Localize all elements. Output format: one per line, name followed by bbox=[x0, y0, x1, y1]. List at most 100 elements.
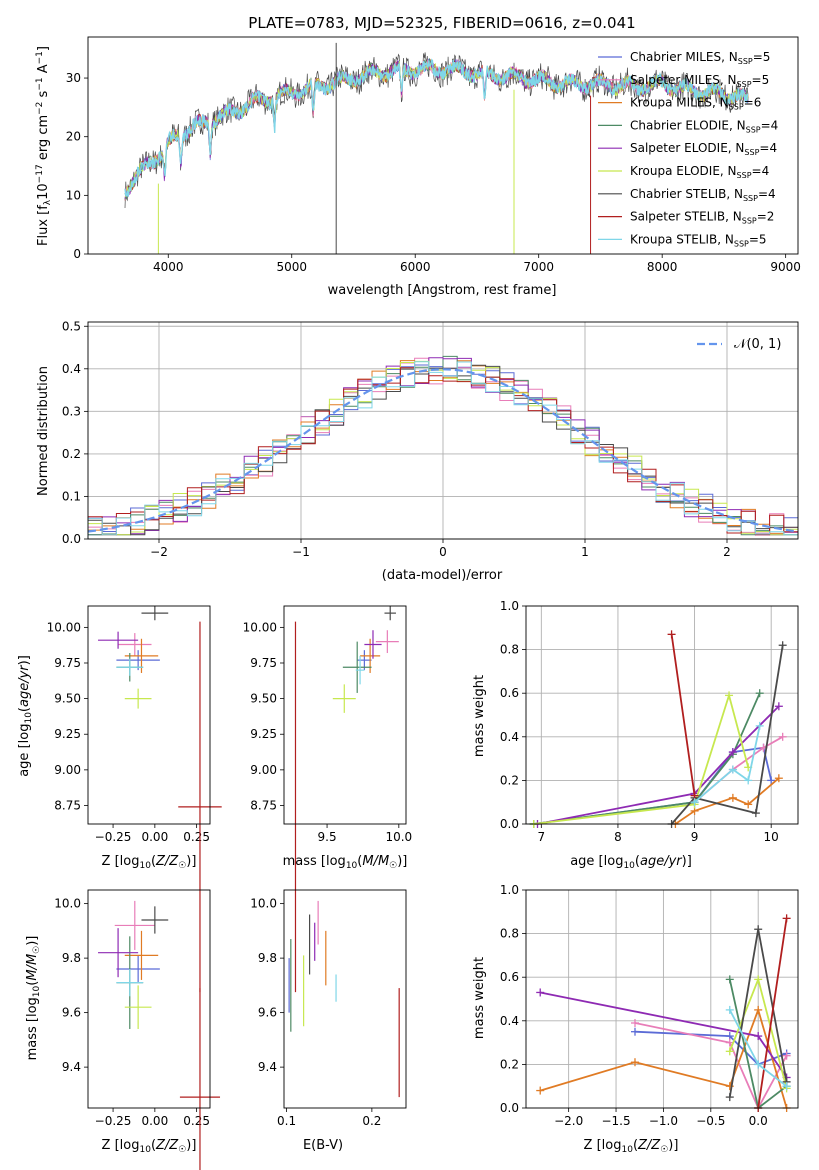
mass-vs-ebv-ytick-label: 9.4 bbox=[258, 1060, 277, 1074]
weight-vs-age-ytick-label: 0.8 bbox=[500, 643, 519, 657]
age-vs-mass-xtick-label: 10.0 bbox=[385, 830, 412, 844]
age-vs-mass-ytick-label: 9.25 bbox=[250, 727, 277, 741]
residuals-xtick-label: −2 bbox=[150, 545, 168, 559]
residuals-ytick-label: 0.0 bbox=[62, 532, 81, 546]
spectrum-ytick-label: 30 bbox=[66, 71, 81, 85]
agez-xlabel: Z [log10(Z/Z☉)] bbox=[102, 854, 197, 871]
weightage-xlabel: age [log10(age/yr)] bbox=[570, 854, 692, 871]
normal-curve bbox=[87, 368, 799, 533]
age-vs-mass-ytick-label: 9.00 bbox=[250, 763, 277, 777]
spectrum-xtick-label: 6000 bbox=[400, 260, 431, 274]
age-vs-metallicity-panel: −0.25 0.00 0.25 8.75 9.00 9.25 9.50 9.75 10.00 bbox=[47, 605, 222, 993]
weight-vs-Z-ytick-label: 0.6 bbox=[500, 970, 519, 984]
legend-label-chabrier-elodie: Chabrier ELODIE, NSSP=4 bbox=[630, 118, 778, 134]
mass-vs-metallicity-panel: −0.25 0.00 0.25 9.4 9.6 9.8 10.0 bbox=[54, 889, 221, 1170]
massz-ylabel: mass [log10(M/M☉)] bbox=[25, 936, 42, 1061]
weight-vs-age-ytick-label: 1.0 bbox=[500, 599, 519, 613]
weight-vs-age-line-kroupa-elodie bbox=[533, 692, 750, 825]
age-vs-mass-panel: 9.5 10.0 8.75 9.00 9.25 9.50 9.75 10.00 bbox=[243, 605, 412, 993]
normal-legend-label: 𝒩(0, 1) bbox=[734, 337, 781, 352]
spectrum-ylabel: Flux [fλ10−17 erg cm−2 s−1 A−1] bbox=[35, 46, 53, 246]
legend-label-kroupa-elodie: Kroupa ELODIE, NSSP=4 bbox=[630, 164, 769, 180]
legend-label-salpeter-miles: Salpeter MILES, NSSP=5 bbox=[630, 73, 769, 89]
weightz-ylabel: mass weight bbox=[472, 957, 487, 1039]
histogram-xlabel: (data-model)/error bbox=[382, 568, 503, 583]
weight-vs-age-ytick-label: 0.2 bbox=[500, 773, 519, 787]
legend-label-salpeter-stelib: Salpeter STELIB, NSSP=2 bbox=[630, 210, 774, 226]
spectrum-title: PLATE=0783, MJD=52325, FIBERID=0616, z=0… bbox=[248, 14, 635, 32]
massz-xlabel: Z [log10(Z/Z☉)] bbox=[102, 1138, 197, 1155]
weight-vs-Z-frame bbox=[525, 889, 799, 1109]
age-vs-mass-ytick-label: 9.50 bbox=[250, 692, 277, 706]
spectrum-panel: 4000 5000 6000 7000 8000 9000 0 10 20 30 Chabrier … bbox=[66, 36, 801, 274]
agem-xlabel: mass [log10(M/M☉)] bbox=[283, 854, 408, 871]
spectrum-line-kroupa-stelib bbox=[124, 58, 749, 197]
residuals-ytick-label: 0.4 bbox=[62, 362, 81, 376]
spectrum-ytick-label: 0 bbox=[73, 247, 81, 261]
weight-vs-Z-xtick-label: −1.5 bbox=[601, 1114, 630, 1128]
mass-vs-Z-xtick-label: −0.25 bbox=[95, 1114, 132, 1128]
residuals-xtick-label: 2 bbox=[723, 545, 731, 559]
weight-vs-Z-ytick-label: 1.0 bbox=[500, 883, 519, 897]
massebv-xlabel: E(B-V) bbox=[303, 1138, 343, 1153]
age-vs-mass-ytick-label: 8.75 bbox=[250, 798, 277, 812]
weight-vs-age-ytick-label: 0.4 bbox=[500, 730, 519, 744]
weight-vs-Z-ytick-label: 0.2 bbox=[500, 1057, 519, 1071]
residuals-ytick-label: 0.1 bbox=[62, 489, 81, 503]
weight-vs-age-xtick-label: 8 bbox=[614, 830, 622, 844]
age-vs-Z-ytick-label: 9.50 bbox=[54, 692, 81, 706]
spectrum-ytick-label: 10 bbox=[66, 188, 81, 202]
weight-vs-Z-xtick-label: −0.5 bbox=[696, 1114, 725, 1128]
weight-vs-Z-ytick-label: 0.8 bbox=[500, 927, 519, 941]
age-vs-Z-ytick-label: 9.25 bbox=[54, 727, 81, 741]
weight-vs-age-line-chabrier-miles bbox=[533, 746, 773, 825]
legend-label-kroupa-stelib: Kroupa STELIB, NSSP=5 bbox=[630, 232, 767, 248]
mass-vs-Z-xtick-label: 0.00 bbox=[141, 1114, 168, 1128]
histogram-step-kroupa-stelib bbox=[87, 361, 798, 539]
mass-vs-ebv-xtick-label: 0.2 bbox=[362, 1114, 381, 1128]
weight-vs-age-xtick-label: 7 bbox=[538, 830, 546, 844]
age-vs-Z-xtick-label: 0.00 bbox=[141, 830, 168, 844]
spectrum-xtick-label: 8000 bbox=[647, 260, 678, 274]
weight-vs-age-panel: 7 8 9 10 0.0 0.2 0.4 0.6 0.8 1.0 bbox=[500, 599, 799, 844]
age-vs-mass-xtick-label: 9.5 bbox=[318, 830, 337, 844]
mass-vs-Z-ytick-label: 9.6 bbox=[62, 1006, 81, 1020]
residuals-ytick-label: 0.3 bbox=[62, 404, 81, 418]
mass-vs-ebv-frame bbox=[283, 889, 407, 1109]
weight-vs-age-line-salpeter-stelib bbox=[670, 634, 696, 796]
legend-label-kroupa-miles: Kroupa MILES, NSSP=6 bbox=[630, 96, 761, 112]
mass-vs-Z-ytick-label: 10.0 bbox=[54, 897, 81, 911]
mass-vs-ebv-ytick-label: 10.0 bbox=[250, 897, 277, 911]
age-vs-Z-frame bbox=[87, 605, 211, 825]
weightage-ylabel: mass weight bbox=[472, 675, 487, 757]
weight-vs-age-frame bbox=[525, 605, 799, 825]
histogram-ylabel: Normed distribution bbox=[36, 366, 51, 496]
age-vs-Z-ytick-label: 9.75 bbox=[54, 656, 81, 670]
weight-vs-Z-xtick-label: −1.0 bbox=[649, 1114, 678, 1128]
weight-vs-metallicity-panel: −2.0 −1.5 −1.0 −0.5 0.0 0.0 0.2 0.4 0.6 0.8 1.0 bbox=[500, 883, 799, 1128]
mass-vs-ebv-panel: 0.1 0.2 9.4 9.6 9.8 10.0 bbox=[250, 889, 407, 1128]
legend-label-salpeter-elodie: Salpeter ELODIE, NSSP=4 bbox=[630, 141, 777, 157]
spectrum-ytick-label: 20 bbox=[66, 130, 81, 144]
age-vs-Z-xtick-label: −0.25 bbox=[95, 830, 132, 844]
mass-vs-ebv-xtick-label: 0.1 bbox=[277, 1114, 296, 1128]
spectrum-xtick-label: 4000 bbox=[153, 260, 184, 274]
legend-label-chabrier-miles: Chabrier MILES, NSSP=5 bbox=[630, 50, 770, 66]
weight-vs-Z-xtick-label: −2.0 bbox=[554, 1114, 583, 1128]
weight-vs-Z-line-salpeter-miles bbox=[634, 1022, 788, 1111]
weight-vs-age-ytick-label: 0.6 bbox=[500, 686, 519, 700]
mass-vs-ebv-ytick-label: 9.6 bbox=[258, 1006, 277, 1020]
age-vs-mass-ytick-label: 10.00 bbox=[243, 620, 277, 634]
weight-vs-age-line-chabrier-stelib bbox=[670, 645, 784, 825]
residuals-xtick-label: 0 bbox=[439, 545, 447, 559]
weight-vs-age-xtick-label: 10 bbox=[764, 830, 779, 844]
age-vs-Z-ytick-label: 10.00 bbox=[47, 620, 81, 634]
spectrum-xtick-label: 5000 bbox=[276, 260, 307, 274]
age-vs-mass-frame bbox=[283, 605, 407, 825]
legend-label-chabrier-stelib: Chabrier STELIB, NSSP=4 bbox=[630, 187, 776, 203]
mass-vs-Z-ytick-label: 9.8 bbox=[62, 951, 81, 965]
histogram-frame bbox=[87, 321, 799, 540]
age-vs-Z-ytick-label: 8.75 bbox=[54, 798, 81, 812]
agez-ylabel: age [log10(age/yr)] bbox=[17, 655, 34, 777]
